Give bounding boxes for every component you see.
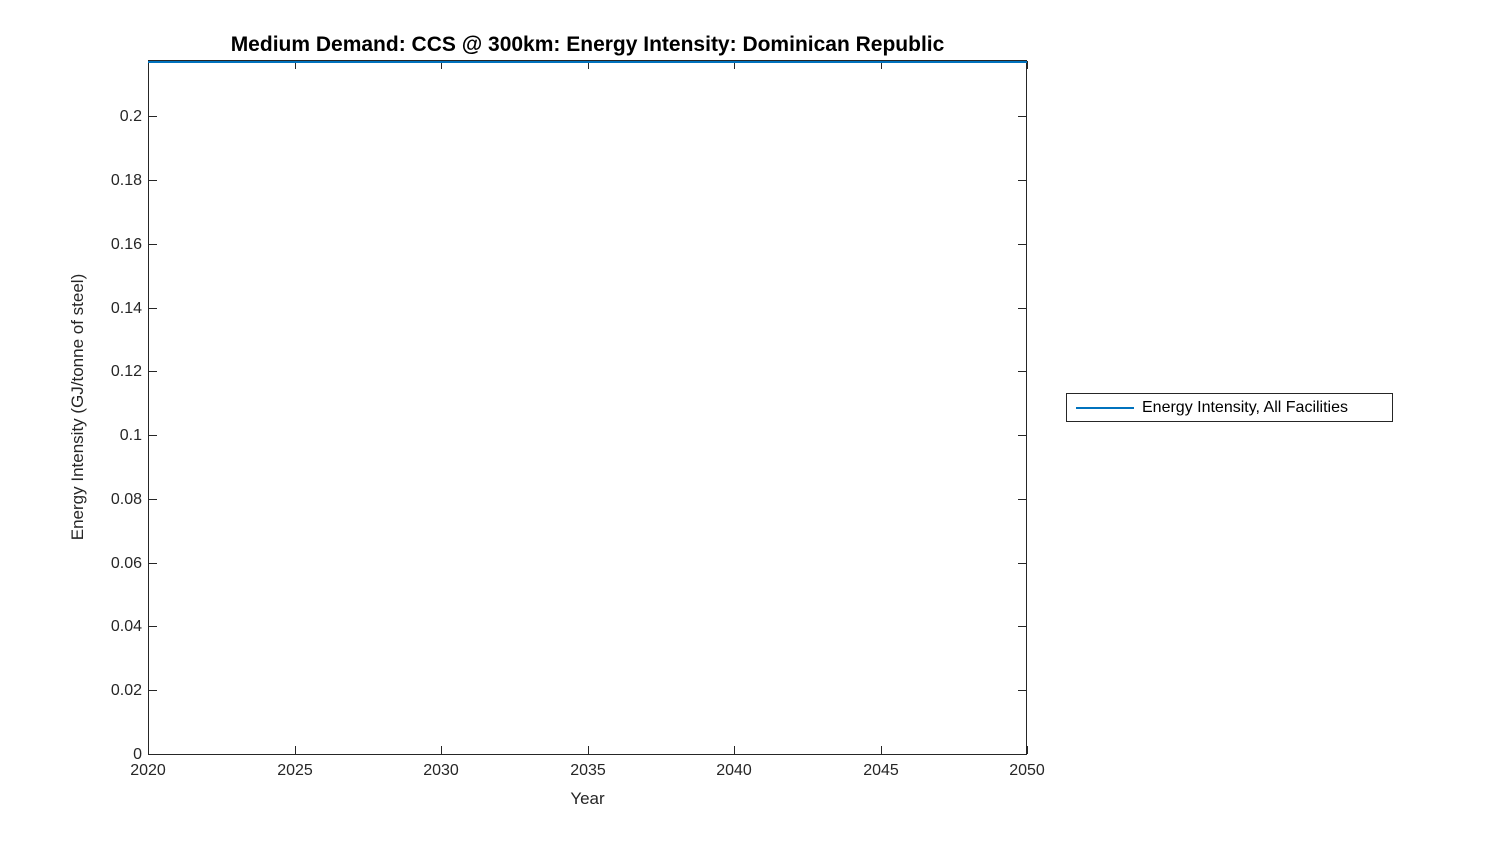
y-tick-mark-right (1018, 308, 1026, 309)
energy-intensity-line (148, 61, 1027, 63)
plot-area (148, 60, 1027, 755)
y-tick-mark-right (1018, 180, 1026, 181)
legend: Energy Intensity, All Facilities (1066, 393, 1393, 422)
y-tick-mark (149, 308, 157, 309)
y-tick-mark-right (1018, 626, 1026, 627)
chart-title: Medium Demand: CCS @ 300km: Energy Inten… (230, 33, 945, 56)
x-tick-mark (1027, 746, 1028, 754)
x-tick-mark (734, 746, 735, 754)
y-tick-mark (149, 116, 157, 117)
legend-line-sample-icon (1076, 406, 1134, 409)
y-tick-label: 0.04 (110, 618, 142, 635)
x-tick-label: 2035 (570, 762, 606, 779)
y-tick-mark-right (1018, 244, 1026, 245)
y-tick-label: 0.2 (119, 108, 142, 125)
y-tick-mark (149, 563, 157, 564)
x-tick-mark (588, 746, 589, 754)
y-tick-mark (149, 435, 157, 436)
x-tick-label: 2045 (863, 762, 899, 779)
y-tick-label: 0 (133, 746, 142, 763)
x-tick-mark (881, 746, 882, 754)
y-tick-mark (149, 244, 157, 245)
y-tick-mark (149, 180, 157, 181)
y-tick-label: 0.12 (110, 363, 142, 380)
x-tick-mark-top (881, 61, 882, 69)
legend-entry-label: Energy Intensity, All Facilities (1142, 398, 1349, 416)
y-tick-mark-right (1018, 435, 1026, 436)
y-tick-mark (149, 499, 157, 500)
x-tick-mark (441, 746, 442, 754)
y-tick-label: 0.06 (110, 555, 142, 572)
y-tick-label: 0.1 (119, 427, 142, 444)
x-tick-mark-top (148, 61, 149, 69)
y-tick-mark-right (1018, 690, 1026, 691)
y-tick-label: 0.08 (110, 491, 142, 508)
x-tick-mark (295, 746, 296, 754)
y-tick-mark (149, 690, 157, 691)
y-tick-mark (149, 371, 157, 372)
x-tick-label: 2025 (277, 762, 313, 779)
y-tick-mark-right (1018, 116, 1026, 117)
y-tick-label: 0.02 (110, 682, 142, 699)
x-tick-mark-top (588, 61, 589, 69)
x-tick-mark-top (734, 61, 735, 69)
x-tick-label: 2040 (716, 762, 752, 779)
x-tick-mark-top (295, 61, 296, 69)
x-tick-label: 2020 (130, 762, 166, 779)
x-tick-mark (148, 746, 149, 754)
y-axis-label: Energy Intensity (GJ/tonne of steel) (68, 273, 87, 541)
x-axis-label: Year (570, 789, 605, 808)
y-tick-mark-right (1018, 371, 1026, 372)
y-tick-mark-right (1018, 499, 1026, 500)
y-tick-label: 0.14 (110, 300, 142, 317)
y-tick-label: 0.18 (110, 172, 142, 189)
x-tick-mark-top (1027, 61, 1028, 69)
x-tick-label: 2050 (1009, 762, 1045, 779)
x-tick-label: 2030 (423, 762, 459, 779)
y-tick-mark (149, 626, 157, 627)
y-tick-mark-right (1018, 563, 1026, 564)
y-tick-label: 0.16 (110, 236, 142, 253)
y-tick-mark (149, 754, 157, 755)
y-tick-mark-right (1018, 754, 1026, 755)
x-tick-mark-top (441, 61, 442, 69)
